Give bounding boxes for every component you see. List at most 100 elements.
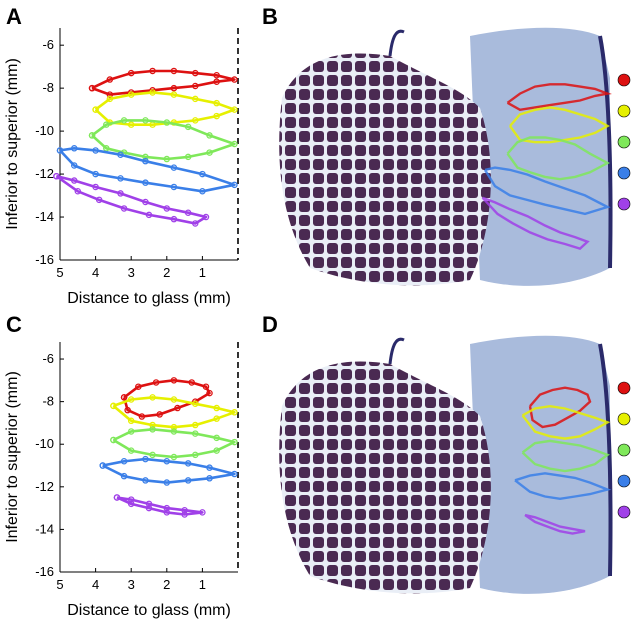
data-point-green bbox=[206, 132, 213, 139]
x-tick-label: 3 bbox=[128, 265, 135, 280]
series-line-green bbox=[112, 428, 236, 459]
data-point-blue bbox=[92, 170, 99, 178]
data-point-yellow bbox=[149, 421, 156, 429]
data-point-blue bbox=[120, 458, 128, 465]
electrode-marker-blue bbox=[617, 474, 631, 488]
data-point-red bbox=[192, 82, 199, 90]
data-point-blue bbox=[56, 147, 64, 154]
x-tick-label: 1 bbox=[199, 577, 206, 592]
data-point-red bbox=[202, 383, 210, 390]
electrode-marker-red bbox=[617, 73, 631, 87]
series-line-purple bbox=[55, 174, 208, 225]
y-axis-title-c: Inferior to superior (mm) bbox=[4, 371, 21, 543]
data-point-red bbox=[124, 406, 131, 414]
data-point-green bbox=[206, 149, 213, 156]
series-line-red bbox=[91, 69, 236, 96]
data-point-yellow bbox=[192, 400, 199, 408]
data-point-purple bbox=[145, 504, 153, 512]
y-axis-title-a: Inferior to superior (mm) bbox=[4, 58, 21, 230]
skin-edge-d bbox=[598, 343, 613, 577]
x-axis-title-a: Distance to glass (mm) bbox=[67, 290, 231, 307]
series-group-c bbox=[99, 377, 238, 518]
data-point-red bbox=[138, 413, 146, 420]
electrode-marker-red bbox=[617, 381, 631, 395]
data-point-yellow bbox=[106, 95, 114, 103]
data-point-green bbox=[231, 438, 238, 446]
series-line-purple bbox=[116, 496, 204, 516]
data-point-blue bbox=[184, 477, 192, 484]
data-point-blue bbox=[199, 170, 206, 178]
data-point-yellow bbox=[127, 121, 135, 128]
data-point-purple bbox=[95, 196, 103, 204]
panel-letter-a: A bbox=[6, 4, 22, 29]
data-point-red bbox=[149, 67, 156, 75]
data-point-yellow bbox=[192, 95, 199, 103]
histology-image-d bbox=[279, 335, 631, 594]
data-point-green bbox=[213, 447, 220, 454]
data-point-purple bbox=[181, 511, 188, 518]
data-point-green bbox=[103, 145, 110, 152]
data-point-blue bbox=[231, 470, 238, 478]
data-point-blue bbox=[99, 462, 106, 469]
data-point-purple bbox=[163, 504, 171, 512]
data-point-green bbox=[142, 153, 149, 161]
data-point-purple bbox=[127, 500, 135, 508]
electrode-markers-d bbox=[617, 381, 631, 519]
y-ticks-c: -6 -8 -10 -12 -14 -16 bbox=[35, 351, 64, 579]
data-point-red bbox=[152, 379, 160, 386]
data-point-red bbox=[170, 67, 178, 75]
data-point-blue bbox=[163, 479, 171, 486]
data-point-red bbox=[188, 379, 195, 386]
data-point-blue bbox=[117, 151, 124, 158]
muscle-region-d bbox=[279, 361, 491, 594]
data-point-blue bbox=[70, 145, 78, 152]
data-point-purple bbox=[145, 500, 153, 508]
data-point-green bbox=[127, 428, 135, 435]
data-point-red bbox=[170, 84, 178, 92]
data-point-green bbox=[149, 426, 156, 433]
data-point-yellow bbox=[192, 117, 199, 124]
y-tick-label: -6 bbox=[42, 37, 54, 52]
trajectory-chart-c: -6 -8 -10 -12 -14 -16 5 4 3 2 1 Distance to glass… bbox=[4, 342, 239, 619]
data-point-purple bbox=[142, 198, 149, 206]
y-tick-label: -8 bbox=[42, 80, 54, 95]
panel-letter-b: B bbox=[262, 4, 278, 29]
data-point-purple bbox=[145, 211, 153, 219]
superficial-fold-b bbox=[388, 29, 405, 57]
data-point-purple bbox=[120, 205, 128, 212]
y-tick-label: -12 bbox=[35, 166, 54, 181]
data-point-blue bbox=[206, 464, 213, 471]
data-point-green bbox=[127, 447, 135, 454]
data-point-yellow bbox=[127, 417, 135, 425]
panel-letter-d: D bbox=[262, 312, 278, 337]
data-point-blue bbox=[231, 181, 238, 189]
y-tick-label: -14 bbox=[35, 209, 54, 224]
overlay-line-red bbox=[528, 386, 592, 429]
data-point-purple bbox=[92, 183, 99, 191]
data-point-green bbox=[163, 155, 171, 163]
data-point-yellow bbox=[170, 423, 178, 431]
data-point-blue bbox=[199, 188, 206, 195]
data-point-red bbox=[206, 389, 213, 397]
data-point-green bbox=[184, 123, 192, 131]
x-axis-title-c: Distance to glass (mm) bbox=[67, 602, 231, 619]
data-point-yellow bbox=[192, 421, 199, 429]
connective-tissue-b bbox=[470, 27, 610, 286]
overlay-line-purple bbox=[524, 513, 586, 535]
data-point-yellow bbox=[231, 106, 238, 113]
series-line-green bbox=[91, 119, 236, 161]
overlay-line-red bbox=[506, 83, 612, 112]
data-point-yellow bbox=[127, 91, 135, 98]
data-point-red bbox=[135, 383, 142, 390]
overlay-line-yellow bbox=[509, 106, 610, 144]
data-point-yellow bbox=[213, 99, 220, 107]
data-point-blue bbox=[117, 175, 124, 182]
data-point-purple bbox=[170, 215, 178, 223]
data-point-green bbox=[110, 436, 117, 444]
electrode-marker-blue bbox=[617, 166, 631, 180]
data-point-blue bbox=[142, 477, 149, 484]
electrode-marker-green bbox=[617, 135, 631, 149]
series-line-yellow bbox=[112, 396, 236, 429]
data-point-yellow bbox=[170, 91, 178, 98]
trajectory-chart-a: -6 -8 -10 -12 -14 -16 5 4 3 2 1 Distance to glass… bbox=[4, 28, 239, 307]
